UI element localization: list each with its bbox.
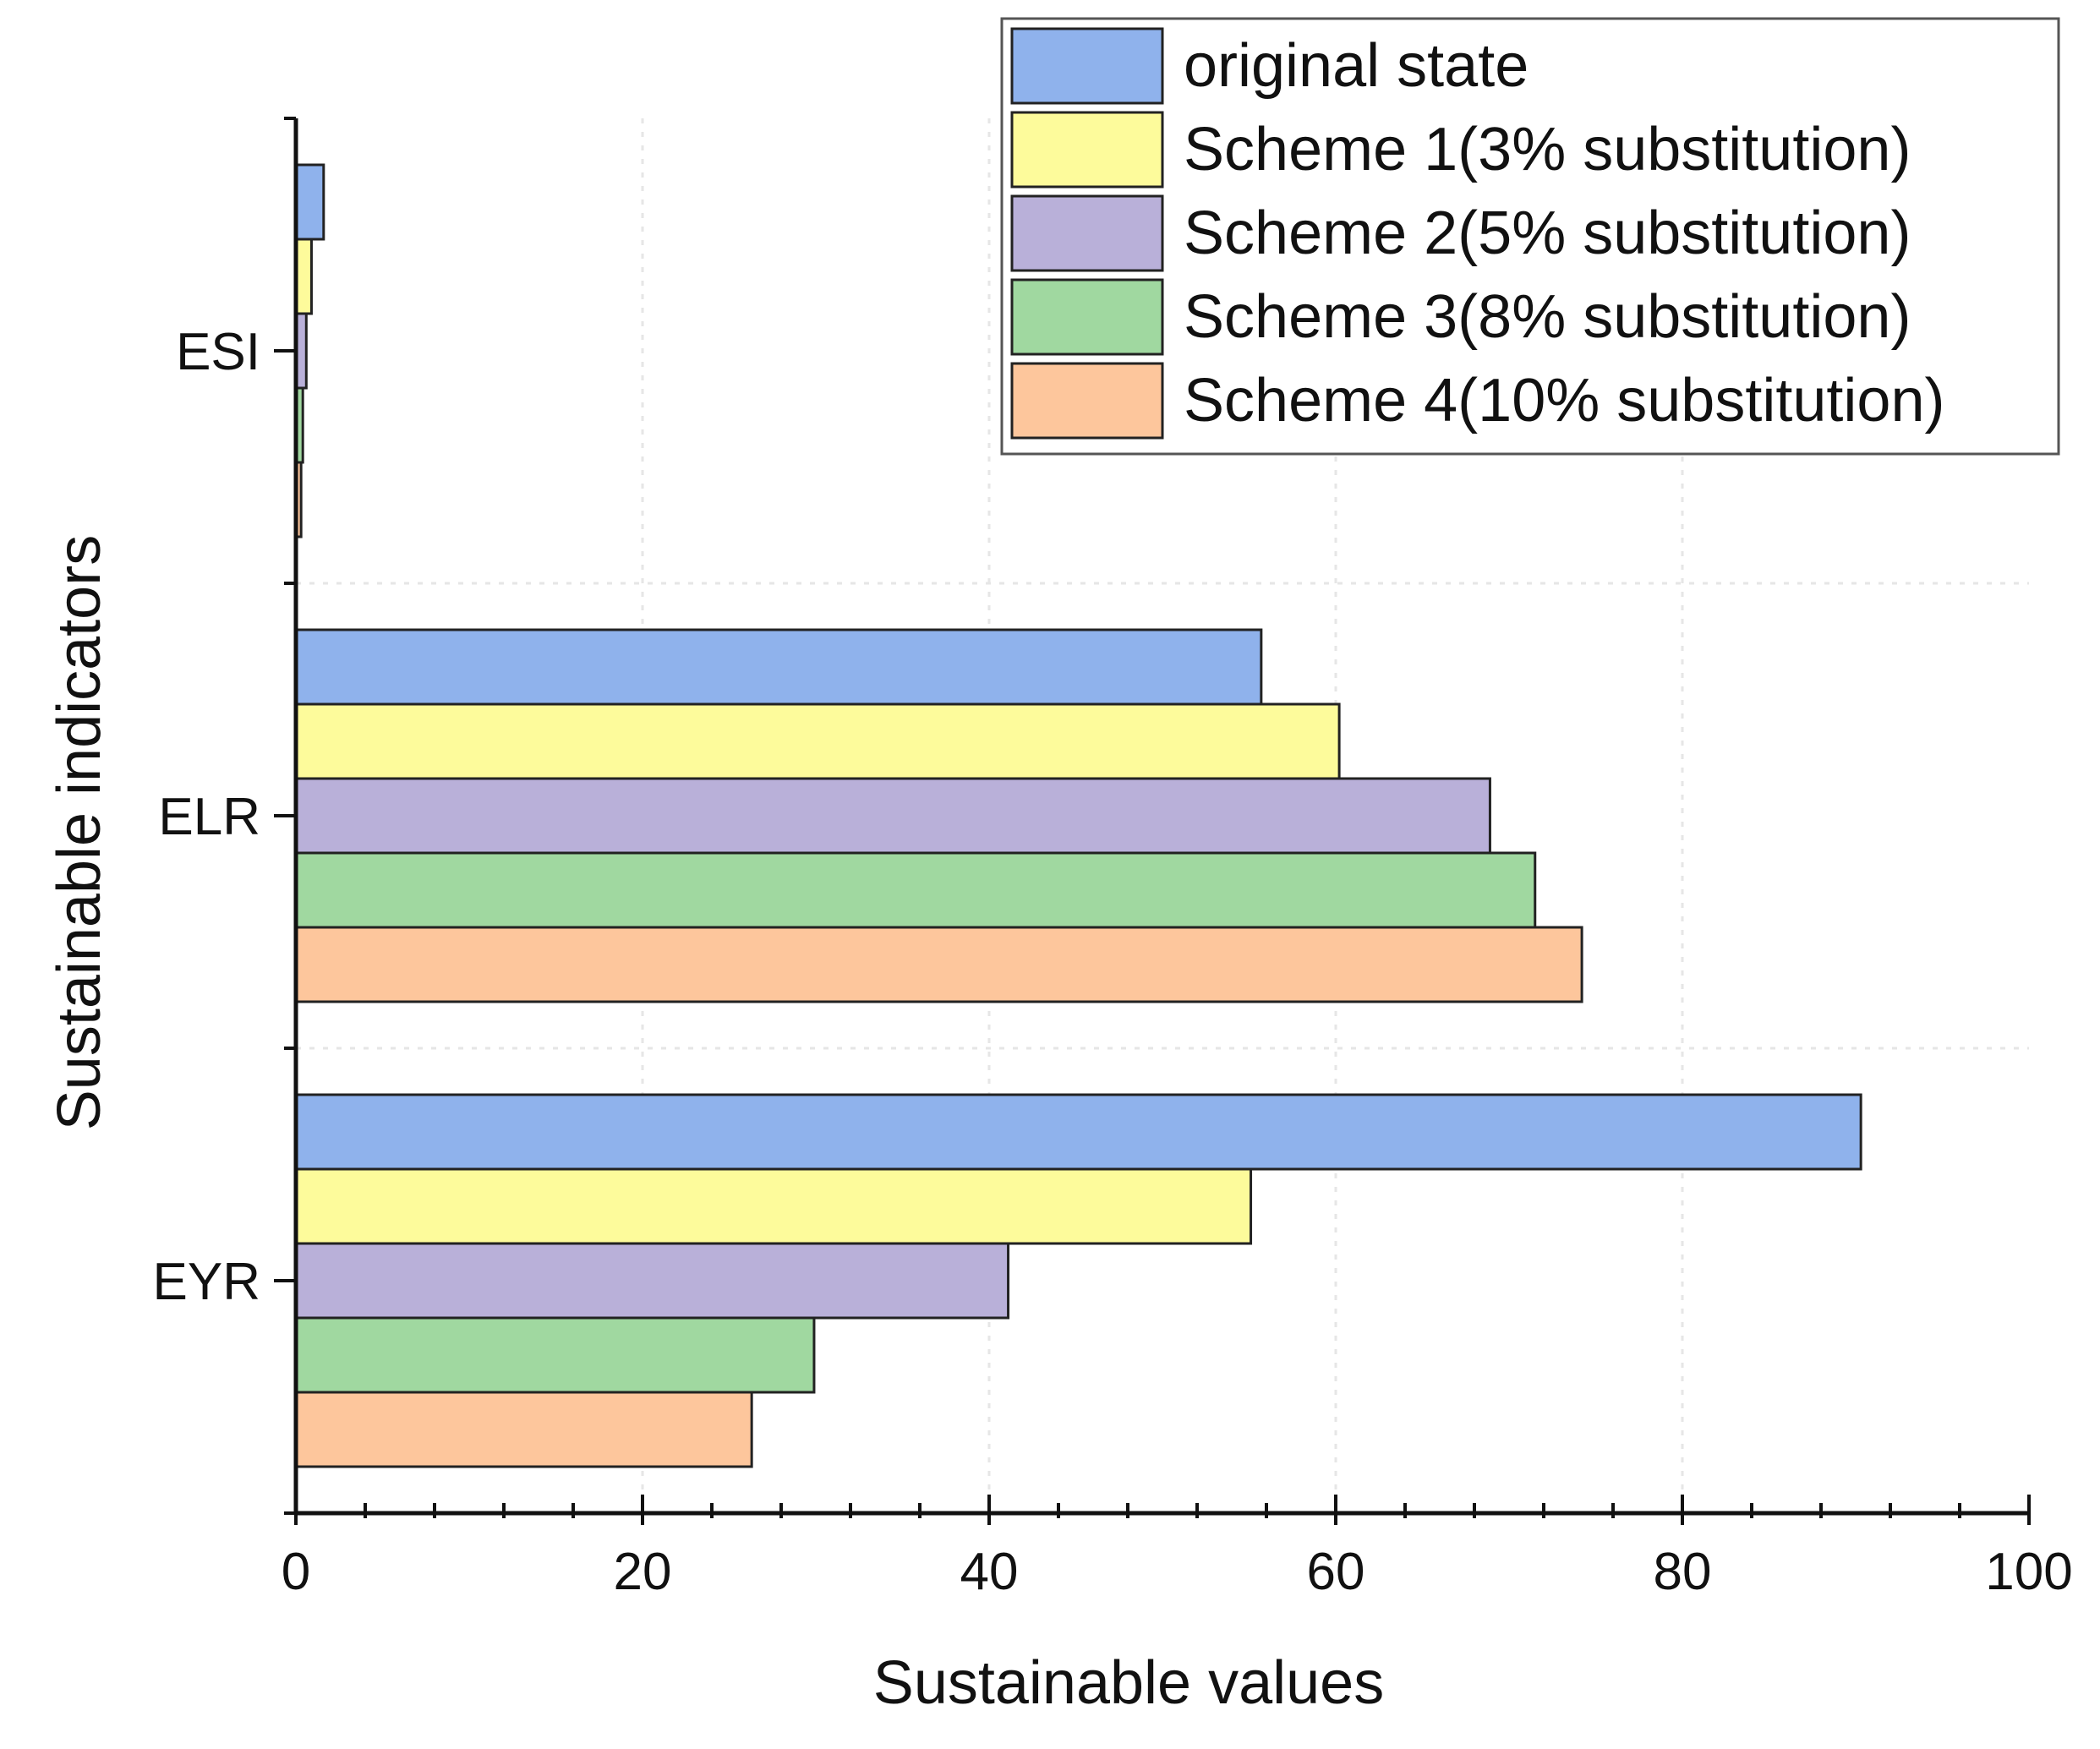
bar-esi-series-2	[294, 238, 313, 315]
bar-elr-series-5	[294, 926, 1583, 1003]
bar-layer	[294, 163, 1862, 1468]
legend-label-series-3: Scheme 2(5% substitution)	[1184, 199, 1911, 267]
x-tick-label-0: 0	[282, 1543, 310, 1601]
legend-swatch-series-1	[1010, 27, 1164, 105]
bar-eyr-series-3	[294, 1242, 1010, 1320]
legend-swatch-series-4	[1010, 278, 1164, 356]
legend-label-series-1: original state	[1184, 32, 1529, 100]
bar-elr-series-2	[294, 702, 1341, 780]
x-tick-label-20: 20	[614, 1543, 672, 1601]
bar-eyr-series-1	[294, 1093, 1862, 1171]
legend-swatch-series-5	[1010, 362, 1164, 440]
bar-eyr-series-2	[294, 1167, 1253, 1245]
bar-eyr-series-4	[294, 1316, 816, 1394]
legend-label-series-5: Scheme 4(10% substitution)	[1184, 367, 1944, 435]
y-axis-title: Sustainable indicators	[46, 535, 113, 1130]
axis-layer	[274, 117, 2031, 1525]
legend-label-series-4: Scheme 3(8% substitution)	[1184, 283, 1911, 351]
bar-elr-series-4	[294, 851, 1537, 929]
legend-swatch-series-3	[1010, 194, 1164, 272]
y-tick-label-esi: ESI	[176, 323, 260, 381]
bar-esi-series-1	[294, 163, 325, 241]
legend-swatch-series-2	[1010, 111, 1164, 189]
x-tick-label-80: 80	[1654, 1543, 1712, 1601]
x-tick-label-40: 40	[960, 1543, 1019, 1601]
bar-elr-series-1	[294, 628, 1263, 706]
y-tick-label-eyr: EYR	[153, 1253, 260, 1311]
legend: original state Scheme 1(3% substitution) S…	[1000, 17, 2060, 456]
label-layer: ESI ELR EYR 0 20 40 60 80 100 Sustainable values S…	[46, 323, 2073, 1717]
bar-eyr-series-5	[294, 1391, 753, 1468]
x-axis-title: Sustainable values	[873, 1649, 1384, 1717]
legend-box	[1000, 17, 2060, 456]
x-tick-label-100: 100	[1985, 1543, 2072, 1601]
x-tick-label-60: 60	[1307, 1543, 1365, 1601]
y-tick-label-elr: ELR	[158, 788, 260, 846]
legend-label-series-2: Scheme 1(3% substitution)	[1184, 116, 1911, 183]
bar-elr-series-3	[294, 777, 1491, 855]
